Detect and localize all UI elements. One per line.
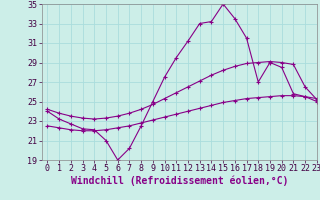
X-axis label: Windchill (Refroidissement éolien,°C): Windchill (Refroidissement éolien,°C) [70, 176, 288, 186]
